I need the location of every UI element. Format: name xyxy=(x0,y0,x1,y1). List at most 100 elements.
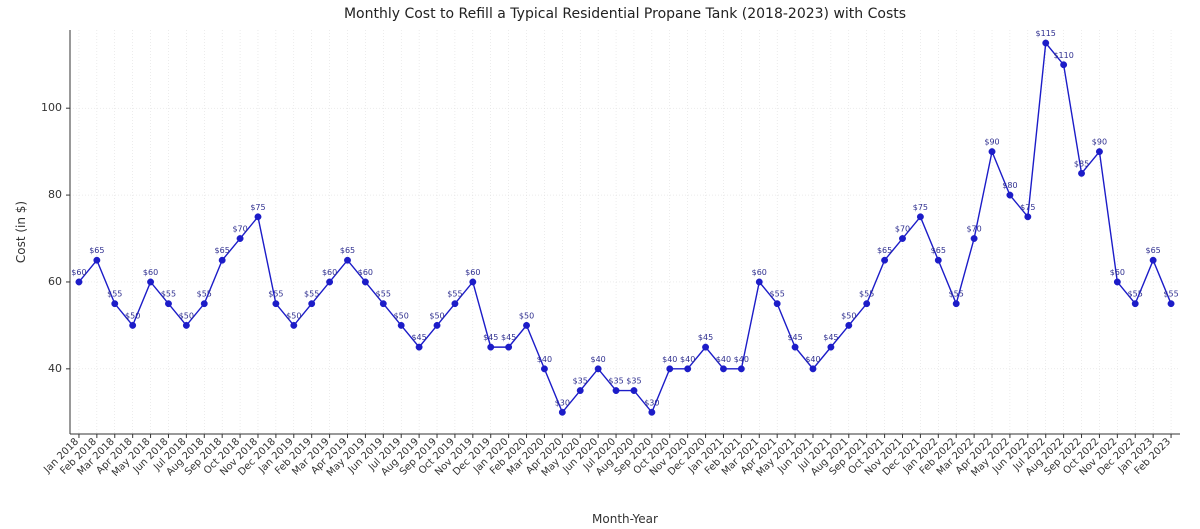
point-label: $85 xyxy=(1074,159,1089,168)
y-tick-label: 60 xyxy=(48,275,62,288)
data-point xyxy=(94,257,100,263)
point-label: $35 xyxy=(573,377,588,386)
point-label: $35 xyxy=(608,377,623,386)
point-label: $60 xyxy=(1110,268,1125,277)
point-label: $40 xyxy=(805,355,820,364)
point-label: $65 xyxy=(877,246,892,255)
data-point xyxy=(1043,40,1049,46)
data-point xyxy=(505,344,511,350)
data-point xyxy=(559,409,565,415)
point-label: $50 xyxy=(394,311,409,320)
point-label: $45 xyxy=(501,333,516,342)
point-label: $50 xyxy=(429,311,444,320)
point-label: $65 xyxy=(215,246,230,255)
point-label: $55 xyxy=(447,290,462,299)
data-point xyxy=(1078,170,1084,176)
data-point xyxy=(434,322,440,328)
data-point xyxy=(1150,257,1156,263)
data-point xyxy=(774,300,780,306)
data-point xyxy=(452,300,458,306)
point-label: $40 xyxy=(734,355,749,364)
point-label: $65 xyxy=(340,246,355,255)
point-label: $60 xyxy=(71,268,86,277)
data-point xyxy=(881,257,887,263)
data-point xyxy=(344,257,350,263)
point-label: $110 xyxy=(1053,51,1073,60)
chart-title: Monthly Cost to Refill a Typical Residen… xyxy=(344,6,906,22)
point-label: $90 xyxy=(984,138,999,147)
data-point xyxy=(470,279,476,285)
data-point xyxy=(219,257,225,263)
point-label: $60 xyxy=(358,268,373,277)
point-label: $60 xyxy=(465,268,480,277)
point-label: $75 xyxy=(913,203,928,212)
point-label: $55 xyxy=(859,290,874,299)
data-point xyxy=(147,279,153,285)
point-label: $55 xyxy=(107,290,122,299)
data-point xyxy=(1060,62,1066,68)
point-label: $70 xyxy=(895,225,910,234)
data-point xyxy=(720,366,726,372)
point-label: $55 xyxy=(376,290,391,299)
point-label: $90 xyxy=(1092,138,1107,147)
data-point xyxy=(237,235,243,241)
y-tick-label: 100 xyxy=(41,101,62,114)
data-point xyxy=(273,300,279,306)
data-point xyxy=(989,148,995,154)
y-tick-label: 40 xyxy=(48,362,62,375)
data-point xyxy=(488,344,494,350)
point-label: $45 xyxy=(411,333,426,342)
data-point xyxy=(129,322,135,328)
data-point xyxy=(523,322,529,328)
point-label: $65 xyxy=(89,246,104,255)
data-point xyxy=(76,279,82,285)
x-axis-label: Month-Year xyxy=(592,512,658,526)
point-label: $40 xyxy=(591,355,606,364)
point-label: $55 xyxy=(1163,290,1178,299)
point-label: $65 xyxy=(1146,246,1161,255)
data-point xyxy=(308,300,314,306)
point-label: $40 xyxy=(537,355,552,364)
point-label: $65 xyxy=(931,246,946,255)
point-label: $55 xyxy=(304,290,319,299)
data-point xyxy=(810,366,816,372)
data-point xyxy=(380,300,386,306)
data-point xyxy=(362,279,368,285)
point-label: $55 xyxy=(1128,290,1143,299)
data-point xyxy=(112,300,118,306)
data-point xyxy=(1114,279,1120,285)
point-label: $35 xyxy=(626,377,641,386)
data-point xyxy=(1168,300,1174,306)
data-point xyxy=(326,279,332,285)
data-point xyxy=(255,214,261,220)
data-point xyxy=(613,387,619,393)
y-axis-label: Cost (in $) xyxy=(14,201,28,263)
point-label: $55 xyxy=(197,290,212,299)
point-label: $80 xyxy=(1002,181,1017,190)
point-label: $45 xyxy=(787,333,802,342)
data-point xyxy=(1132,300,1138,306)
data-point xyxy=(971,235,977,241)
data-point xyxy=(1096,148,1102,154)
data-point xyxy=(828,344,834,350)
data-point xyxy=(631,387,637,393)
point-label: $60 xyxy=(752,268,767,277)
point-label: $75 xyxy=(250,203,265,212)
y-tick-label: 80 xyxy=(48,188,62,201)
point-label: $60 xyxy=(322,268,337,277)
point-label: $55 xyxy=(770,290,785,299)
data-point xyxy=(684,366,690,372)
data-point xyxy=(953,300,959,306)
point-label: $50 xyxy=(179,311,194,320)
point-label: $45 xyxy=(483,333,498,342)
point-label: $55 xyxy=(949,290,964,299)
point-label: $55 xyxy=(161,290,176,299)
data-point xyxy=(595,366,601,372)
point-label: $115 xyxy=(1036,29,1056,38)
data-point xyxy=(165,300,171,306)
data-point xyxy=(201,300,207,306)
point-label: $50 xyxy=(841,311,856,320)
data-point xyxy=(917,214,923,220)
data-point xyxy=(1007,192,1013,198)
point-label: $70 xyxy=(966,225,981,234)
